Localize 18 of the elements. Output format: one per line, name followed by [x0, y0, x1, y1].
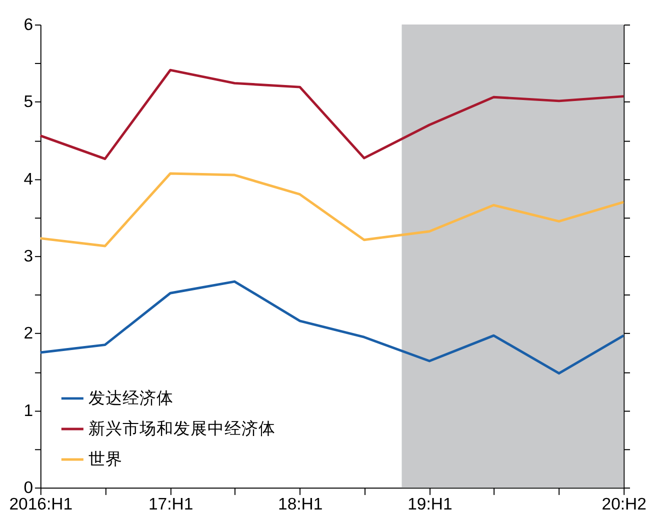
y-tick-label: 4 [24, 169, 34, 188]
legend-label: 世界 [88, 449, 123, 468]
legend-label: 发达经济体 [88, 388, 174, 408]
x-tick-label: 20:H2 [602, 494, 646, 514]
x-tick-label: 19:H1 [408, 494, 452, 514]
y-tick-label: 1 [24, 400, 34, 420]
x-tick-label: 18:H1 [278, 494, 323, 514]
y-tick-label: 3 [24, 246, 34, 266]
line-series [39, 280, 625, 375]
y-tick-label: 0 [24, 478, 34, 497]
line-series [39, 68, 625, 160]
x-tick-label: 2016:H1 [9, 494, 73, 514]
x-tick-label: 17:H1 [148, 494, 194, 514]
y-tick-label: 2 [24, 324, 34, 343]
line-series [39, 172, 625, 248]
legend-label: 新兴市场和发展中经济体 [88, 418, 276, 438]
y-tick-label: 6 [24, 14, 34, 34]
y-tick-label: 5 [24, 92, 34, 112]
